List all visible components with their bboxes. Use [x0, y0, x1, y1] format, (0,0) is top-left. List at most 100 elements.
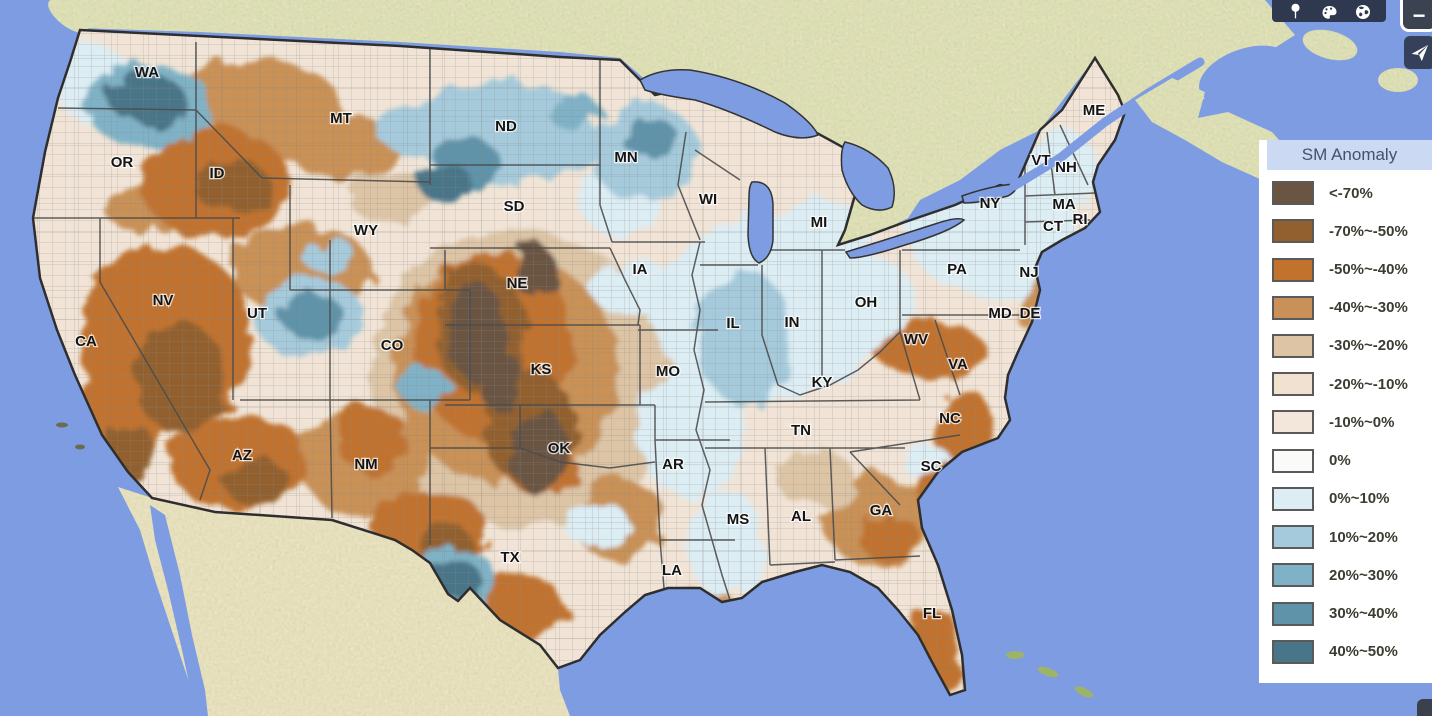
legend-item: 30%~40% — [1272, 601, 1432, 626]
state-label-co: CO — [381, 337, 404, 354]
legend-title: SM Anomaly — [1267, 140, 1432, 170]
state-label-al: AL — [791, 508, 811, 525]
legend-swatch — [1272, 410, 1314, 435]
state-label-ar: AR — [662, 456, 684, 473]
state-label-de: DE — [1020, 305, 1041, 322]
state-label-ga: GA — [870, 502, 893, 519]
channel-islands — [56, 422, 85, 450]
legend-swatch — [1272, 563, 1314, 588]
legend-swatch — [1272, 295, 1314, 320]
map-toolbar — [1272, 0, 1386, 22]
state-label-wy: WY — [354, 222, 378, 239]
legend-item: -40%~-30% — [1272, 295, 1432, 320]
legend-swatch — [1272, 525, 1314, 550]
zoom-out-button[interactable]: − — [1403, 0, 1432, 29]
legend-swatch — [1272, 181, 1314, 206]
state-label-nj: NJ — [1019, 264, 1038, 281]
legend-swatch — [1272, 486, 1314, 511]
state-label-ky: KY — [812, 374, 833, 391]
bottom-right-button[interactable] — [1417, 699, 1432, 716]
state-label-pa: PA — [947, 261, 967, 278]
zoom-out-frame: − — [1400, 0, 1432, 32]
legend-label: 0% — [1329, 452, 1351, 470]
state-label-nh: NH — [1055, 159, 1077, 176]
state-label-tx: TX — [500, 549, 519, 566]
legend-body: <-70% -70%~-50% -50%~-40% -40%~-30% -30%… — [1259, 170, 1432, 675]
state-label-vt: VT — [1031, 152, 1050, 169]
map-pin-button[interactable] — [1286, 2, 1304, 20]
state-label-il: IL — [726, 315, 739, 332]
map-pin-icon — [1290, 3, 1300, 19]
gulf-of-california — [150, 505, 208, 716]
state-label-tn: TN — [791, 422, 811, 439]
legend-swatch — [1272, 257, 1314, 282]
legend-label: 20%~30% — [1329, 566, 1398, 584]
legend-item: -50%~-40% — [1272, 257, 1432, 282]
state-label-nv: NV — [153, 292, 174, 309]
legend-swatch — [1272, 372, 1314, 397]
legend-swatch — [1272, 639, 1314, 664]
legend-label: -50%~-40% — [1329, 261, 1408, 279]
send-button[interactable] — [1404, 36, 1432, 69]
legend-item: <-70% — [1272, 181, 1432, 206]
bahamas-islands — [1006, 651, 1094, 698]
state-label-wa: WA — [135, 64, 159, 81]
legend-swatch — [1272, 219, 1314, 244]
legend-label: 10%~20% — [1329, 528, 1398, 546]
state-label-mn: MN — [614, 149, 637, 166]
legend-label: 30%~40% — [1329, 605, 1398, 623]
state-label-nd: ND — [495, 118, 517, 135]
state-label-oh: OH — [855, 294, 878, 311]
state-label-me: ME — [1083, 102, 1106, 119]
legend-label: -30%~-20% — [1329, 337, 1408, 355]
state-label-or: OR — [111, 154, 134, 171]
legend-label: -10%~0% — [1329, 413, 1395, 431]
state-label-ri: RI — [1073, 211, 1088, 228]
state-label-mi: MI — [811, 214, 828, 231]
state-label-ks: KS — [531, 361, 552, 378]
state-label-ny: NY — [980, 195, 1001, 212]
legend-swatch — [1272, 448, 1314, 473]
state-labels: WA OR ID MT WY NV UT CA AZ NM CO ND SD NE KS OK TX MN IA MO… — [74, 63, 1107, 624]
legend-label: -20%~-10% — [1329, 375, 1408, 393]
legend-panel: SM Anomaly <-70% -70%~-50% -50%~-40% -40… — [1259, 140, 1432, 683]
legend-label: -70%~-50% — [1329, 222, 1408, 240]
legend-item: 40%~50% — [1272, 639, 1432, 664]
state-label-ut: UT — [247, 305, 267, 322]
state-label-mt: MT — [330, 110, 352, 127]
state-label-la: LA — [662, 562, 682, 579]
state-label-md: MD — [988, 305, 1011, 322]
state-label-fl: FL — [923, 605, 941, 622]
state-label-ia: IA — [633, 261, 648, 278]
palette-button[interactable] — [1320, 2, 1338, 20]
state-label-id: ID — [210, 165, 225, 182]
legend-swatch — [1272, 601, 1314, 626]
state-label-mo: MO — [656, 363, 680, 380]
palette-icon — [1322, 6, 1336, 19]
state-label-ma: MA — [1052, 196, 1075, 213]
canada-terrain — [48, 0, 1295, 248]
mexico-terrain — [118, 487, 570, 716]
state-label-wv: WV — [904, 331, 928, 348]
legend-label: 40%~50% — [1329, 643, 1398, 661]
state-label-nc: NC — [939, 410, 961, 427]
state-label-ok: OK — [548, 440, 571, 457]
globe-icon — [1356, 5, 1370, 19]
state-label-nm: NM — [354, 456, 377, 473]
legend-label: -40%~-30% — [1329, 299, 1408, 317]
state-label-ms: MS — [727, 511, 750, 528]
state-label-ne: NE — [507, 275, 528, 292]
state-label-sd: SD — [504, 198, 525, 215]
state-label-sc: SC — [921, 458, 942, 475]
state-label-wi: WI — [699, 191, 717, 208]
state-label-va: VA — [948, 356, 968, 373]
state-label-az: AZ — [232, 447, 252, 464]
legend-item: -10%~0% — [1272, 410, 1432, 435]
paper-plane-icon — [1411, 44, 1428, 61]
great-lakes — [639, 68, 1017, 264]
globe-button[interactable] — [1354, 2, 1372, 20]
legend-item: 10%~20% — [1272, 525, 1432, 550]
state-label-ct: CT — [1043, 218, 1063, 235]
